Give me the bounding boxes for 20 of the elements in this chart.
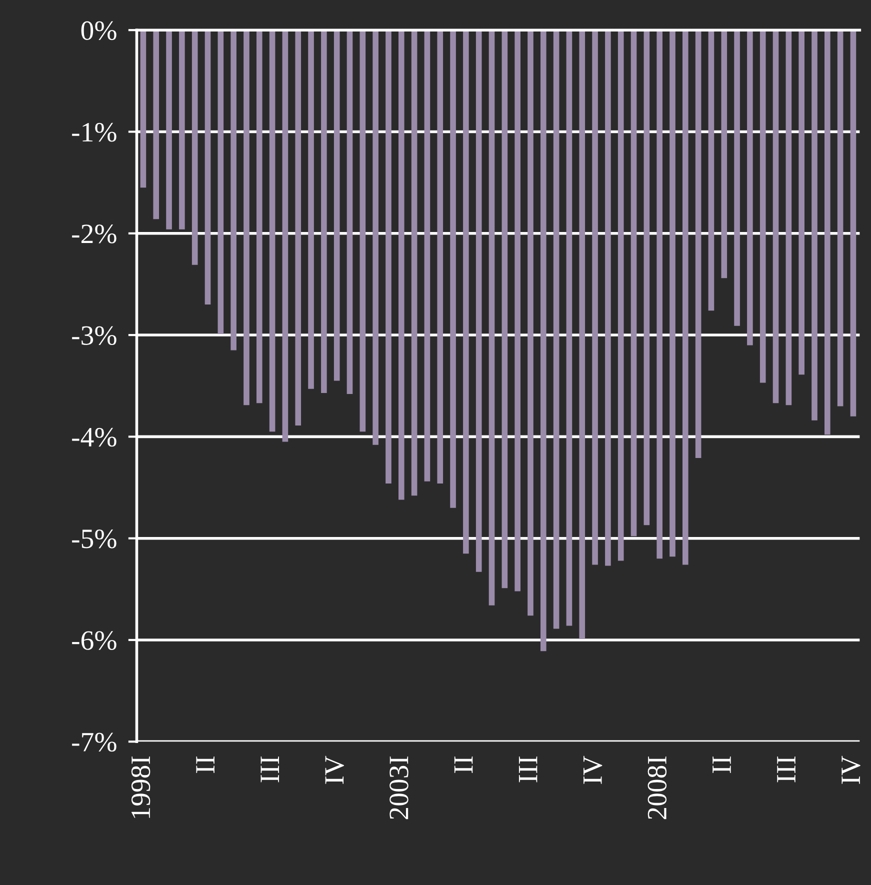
x-tick-label: II bbox=[454, 756, 473, 774]
x-tick-label: II bbox=[196, 756, 214, 774]
x-tick-label: 2003I bbox=[390, 756, 408, 820]
x-tick-label: 1998I bbox=[131, 756, 150, 818]
y-tick-label: -4% bbox=[72, 428, 116, 447]
y-tick-label: -6% bbox=[72, 631, 116, 650]
y-tick-label: -2% bbox=[72, 224, 116, 244]
y-tick-label: -1% bbox=[72, 122, 116, 142]
y-tick-label: -3% bbox=[72, 326, 116, 346]
x-tick-label: III bbox=[777, 756, 796, 782]
y-tick-label: -7% bbox=[72, 732, 116, 752]
x-tick-label: III bbox=[260, 756, 279, 782]
x-tick-label: IV bbox=[842, 756, 860, 784]
x-tick-label: IV bbox=[584, 756, 602, 784]
x-tick-label: III bbox=[518, 756, 538, 782]
x-tick-label: 2008I bbox=[648, 756, 667, 820]
y-tick-label: -5% bbox=[72, 530, 116, 548]
x-tick-label: II bbox=[712, 756, 731, 774]
y-tick-label: 0% bbox=[81, 21, 116, 40]
x-tick-label: IV bbox=[325, 756, 344, 784]
